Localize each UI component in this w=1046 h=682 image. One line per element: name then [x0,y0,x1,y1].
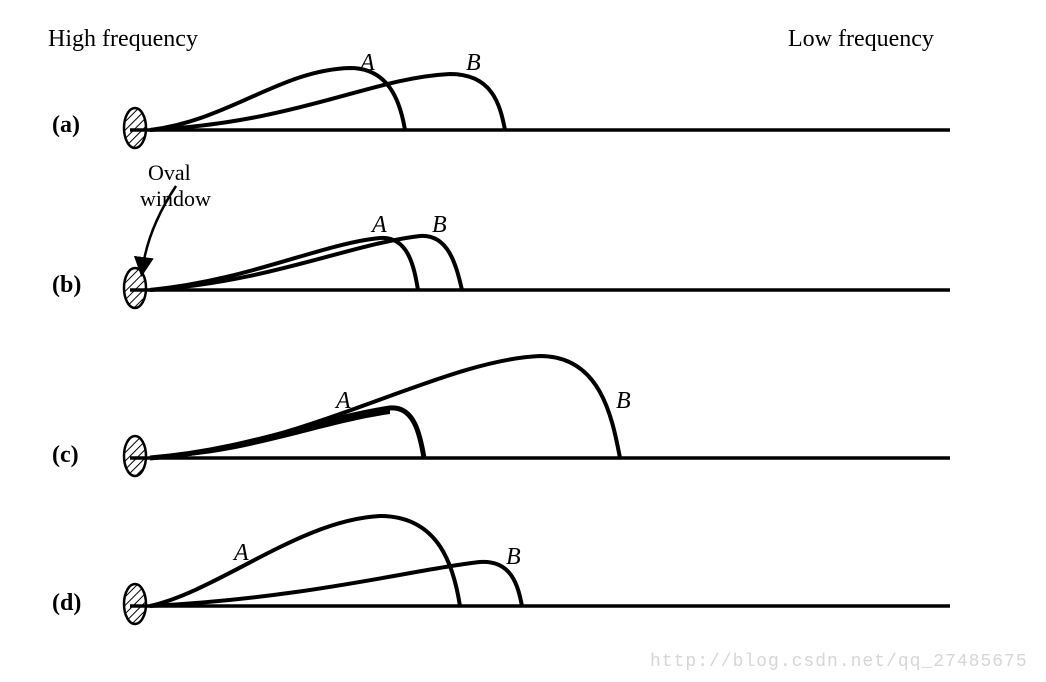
curve-A-b [150,238,418,290]
panel-a [124,68,950,148]
panel-c [124,356,950,476]
oval-window-icon-c [124,436,146,476]
panel-b [124,186,950,308]
diagram-stage: High frequency Low frequency Oval window… [0,0,1046,682]
panel-d [124,516,950,624]
oval-window-icon-b [124,268,146,308]
oval-window-icon-a [124,108,146,148]
curve-B-a [150,74,505,130]
oval-window-arrow [142,186,176,272]
diagram-svg [0,0,1046,682]
oval-window-icon-d [124,584,146,624]
curve-A-a [150,68,405,130]
